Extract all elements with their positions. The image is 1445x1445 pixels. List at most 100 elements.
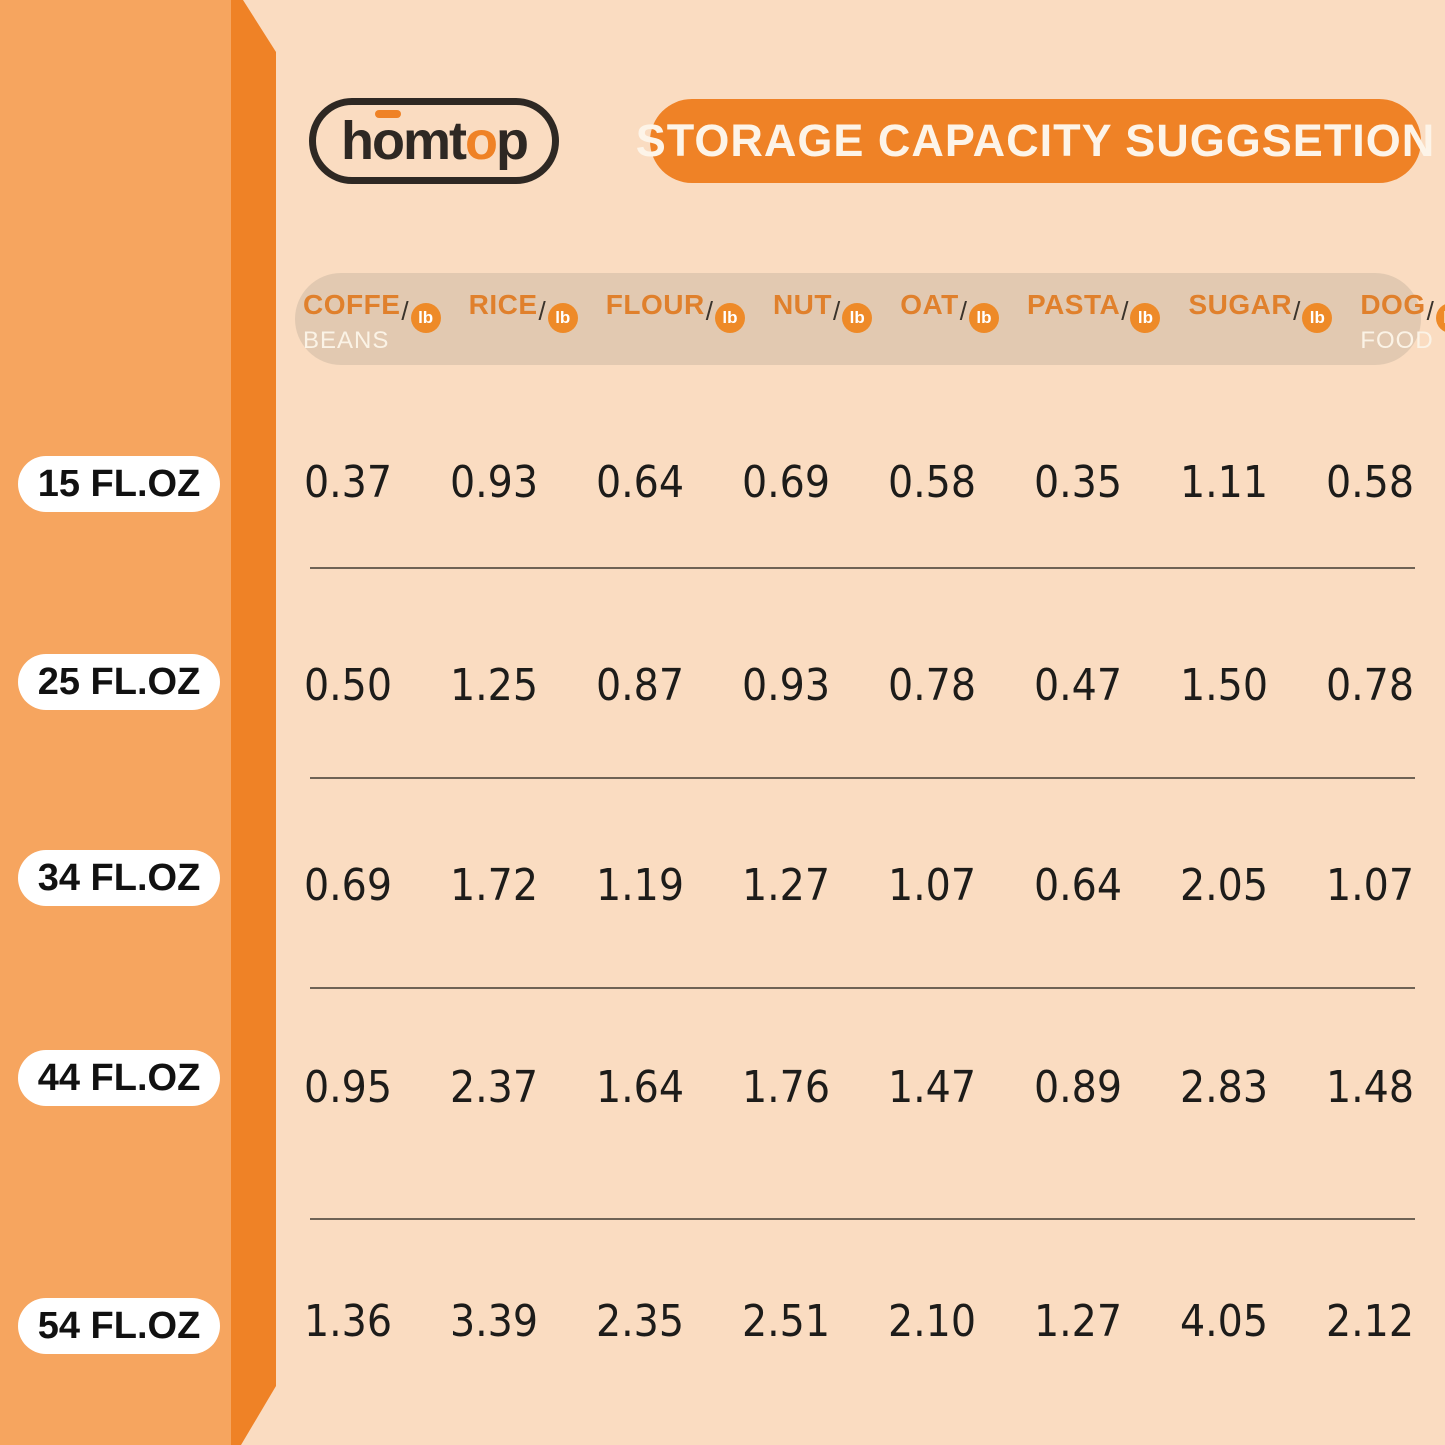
- lb-unit-badge: lb: [1435, 303, 1445, 333]
- capacity-value: 1.76: [741, 1062, 831, 1113]
- column-header-dog-food: DOG/lb FOOD: [1332, 273, 1445, 365]
- capacity-value: 1.48: [1325, 1062, 1415, 1113]
- row-divider: [310, 987, 1415, 989]
- capacity-value: 1.07: [887, 860, 977, 911]
- capacity-value: 1.27: [741, 860, 831, 911]
- slash-separator: /: [832, 296, 841, 326]
- slash-separator: /: [959, 296, 967, 326]
- capacity-value: 2.83: [1179, 1062, 1269, 1113]
- capacity-value: 2.37: [449, 1062, 539, 1113]
- capacity-value: 1.27: [1033, 1296, 1123, 1347]
- column-name: OAT: [900, 289, 959, 320]
- column-header-coffee-beans: COFFE/lb BEANS: [275, 273, 441, 365]
- size-badge-34oz: 34 FL.OZ: [18, 850, 220, 906]
- logo-text-part: mt: [403, 111, 467, 171]
- capacity-value: 1.50: [1179, 660, 1269, 711]
- capacity-value: 2.51: [741, 1296, 831, 1347]
- capacity-value: 2.10: [887, 1296, 977, 1347]
- column-header-flour: FLOUR/lb: [578, 273, 745, 365]
- size-badge-54oz: 54 FL.OZ: [18, 1298, 220, 1354]
- logo-text-part-macron-o: o: [372, 110, 405, 171]
- capacity-value: 3.39: [449, 1296, 539, 1347]
- capacity-value: 1.19: [595, 860, 685, 911]
- column-name: RICE: [468, 289, 538, 320]
- table-row: 0.69 1.72 1.19 1.27 1.07 0.64 2.05 1.07: [275, 856, 1443, 916]
- lb-unit-badge: lb: [968, 303, 999, 333]
- capacity-value: 2.12: [1325, 1296, 1415, 1347]
- capacity-value: 0.64: [1033, 860, 1123, 911]
- capacity-value: 1.72: [449, 860, 539, 911]
- lb-unit-badge: lb: [1302, 303, 1333, 333]
- lb-unit-badge: lb: [1130, 303, 1161, 333]
- capacity-value: 4.05: [1179, 1296, 1269, 1347]
- column-name: NUT: [772, 289, 832, 320]
- column-subname: FOOD: [1360, 327, 1434, 354]
- capacity-value: 1.25: [449, 660, 539, 711]
- capacity-value: 0.95: [303, 1062, 393, 1113]
- capacity-value: 0.58: [1325, 457, 1415, 508]
- capacity-value: 0.58: [887, 457, 977, 508]
- column-subname: BEANS: [303, 327, 390, 354]
- capacity-value: 1.64: [595, 1062, 685, 1113]
- slash-separator: /: [1293, 296, 1301, 326]
- capacity-value: 0.69: [741, 457, 831, 508]
- row-divider: [310, 1218, 1415, 1220]
- column-header-sugar: SUGAR/lb: [1160, 273, 1333, 365]
- column-name: FLOUR: [605, 289, 705, 320]
- slash-separator: /: [538, 296, 546, 326]
- column-name: PASTA: [1026, 289, 1121, 320]
- lb-unit-badge: lb: [842, 303, 873, 333]
- slash-separator: /: [401, 296, 409, 326]
- lb-unit-badge: lb: [547, 303, 578, 333]
- table-row: 0.95 2.37 1.64 1.76 1.47 0.89 2.83 1.48: [275, 1058, 1443, 1118]
- capacity-value: 0.64: [595, 457, 685, 508]
- capacity-value: 1.07: [1325, 860, 1415, 911]
- capacity-value: 0.78: [1325, 660, 1415, 711]
- lb-unit-badge: lb: [714, 303, 745, 333]
- capacity-value: 0.47: [1033, 660, 1123, 711]
- size-badge-44oz: 44 FL.OZ: [18, 1050, 220, 1106]
- capacity-value: 0.87: [595, 660, 685, 711]
- table-header-row: COFFE/lb BEANS RICE/lb FLOUR/lb NUT/lb O…: [275, 273, 1445, 365]
- capacity-value: 0.78: [887, 660, 977, 711]
- capacity-value: 2.05: [1179, 860, 1269, 911]
- slash-separator: /: [705, 296, 713, 326]
- capacity-value: 0.35: [1033, 457, 1123, 508]
- sidebar-panel: [0, 0, 231, 1445]
- table-row: 1.36 3.39 2.35 2.51 2.10 1.27 4.05 2.12: [275, 1292, 1443, 1352]
- logo-text-part: p: [496, 111, 529, 171]
- logo-text-part: h: [341, 111, 374, 171]
- capacity-value: 2.35: [595, 1296, 685, 1347]
- table-row: 0.37 0.93 0.64 0.69 0.58 0.35 1.11 0.58: [275, 453, 1443, 513]
- capacity-value: 0.69: [303, 860, 393, 911]
- column-header-oat: OAT/lb: [872, 273, 999, 365]
- row-divider: [310, 567, 1415, 569]
- capacity-value: 1.47: [887, 1062, 977, 1113]
- column-name: COFFE: [303, 289, 401, 320]
- capacity-value: 0.89: [1033, 1062, 1123, 1113]
- size-badge-25oz: 25 FL.OZ: [18, 654, 220, 710]
- logo-text-part-orange-o: o: [465, 111, 498, 171]
- column-header-pasta: PASTA/lb: [999, 273, 1161, 365]
- homtop-logo: h o mt o p: [309, 98, 559, 184]
- column-name: SUGAR: [1188, 289, 1293, 320]
- lb-unit-badge: lb: [410, 303, 441, 333]
- macron-accent-icon: [375, 110, 401, 118]
- row-divider: [310, 777, 1415, 779]
- capacity-value: 1.36: [303, 1296, 393, 1347]
- capacity-value: 0.93: [449, 457, 539, 508]
- accent-stripe: [231, 0, 276, 1445]
- capacity-value: 0.93: [741, 660, 831, 711]
- slash-separator: /: [1121, 296, 1129, 326]
- capacity-value: 0.50: [303, 660, 393, 711]
- slash-separator: /: [1426, 296, 1434, 326]
- column-header-nut: NUT/lb: [745, 273, 873, 365]
- title-banner: STORAGE CAPACITY SUGGSETION: [636, 99, 1434, 183]
- column-name: DOG: [1360, 289, 1426, 320]
- size-badge-15oz: 15 FL.OZ: [18, 456, 220, 512]
- page-title: STORAGE CAPACITY SUGGSETION: [635, 115, 1436, 166]
- column-header-rice: RICE/lb: [441, 273, 578, 365]
- table-row: 0.50 1.25 0.87 0.93 0.78 0.47 1.50 0.78: [275, 656, 1443, 716]
- capacity-value: 1.11: [1179, 457, 1269, 508]
- capacity-value: 0.37: [303, 457, 393, 508]
